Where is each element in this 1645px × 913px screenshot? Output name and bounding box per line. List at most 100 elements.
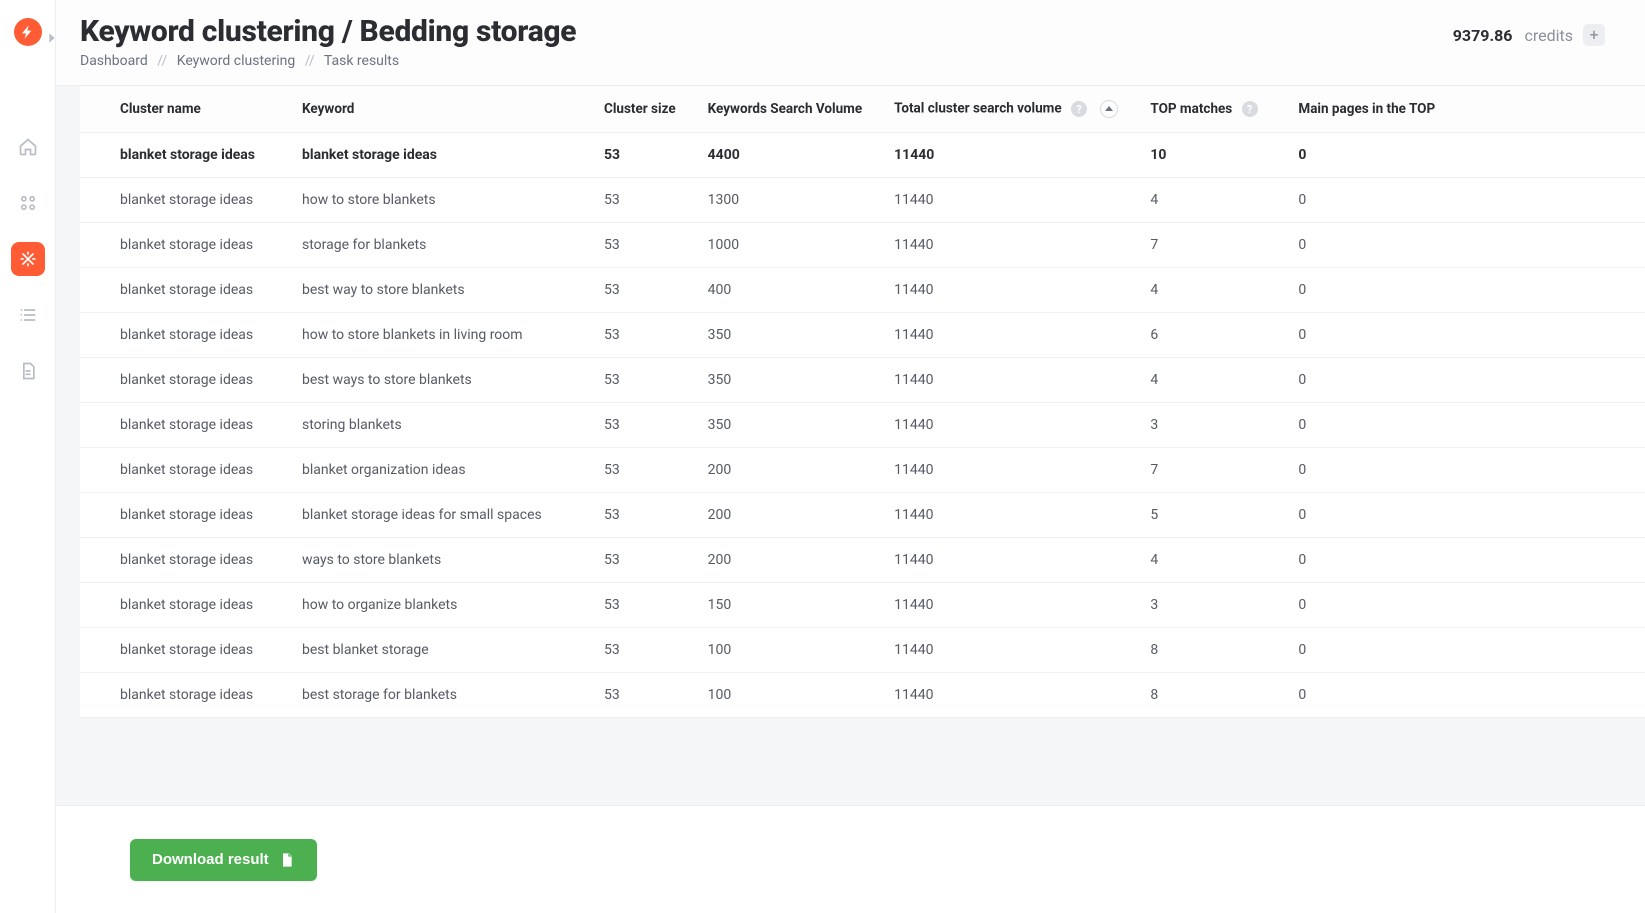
- cell-cluster-name: blanket storage ideas: [80, 268, 286, 313]
- cell-total-volume: 11440: [878, 223, 1134, 268]
- cell-total-volume: 11440: [878, 358, 1134, 403]
- credits-label: credits: [1524, 26, 1573, 45]
- cell-top-matches: 3: [1134, 403, 1282, 448]
- cell-cluster-size: 53: [588, 673, 692, 718]
- cell-main-pages: 0: [1282, 178, 1645, 223]
- list-icon: [18, 305, 38, 325]
- table-row[interactable]: blanket storage ideashow to organize bla…: [80, 583, 1645, 628]
- cell-main-pages: 0: [1282, 673, 1645, 718]
- cell-top-matches: 4: [1134, 358, 1282, 403]
- cell-ksv: 100: [692, 673, 879, 718]
- sidebar-item-doc[interactable]: [11, 354, 45, 388]
- breadcrumb: Dashboard // Keyword clustering // Task …: [80, 53, 576, 69]
- sidebar-item-list[interactable]: [11, 298, 45, 332]
- cell-top-matches: 3: [1134, 583, 1282, 628]
- cell-top-matches: 4: [1134, 178, 1282, 223]
- sidebar-item-grid[interactable]: [11, 186, 45, 220]
- cell-top-matches: 4: [1134, 268, 1282, 313]
- help-icon[interactable]: ?: [1242, 101, 1258, 117]
- cell-keyword: blanket organization ideas: [286, 448, 588, 493]
- cell-top-matches: 4: [1134, 538, 1282, 583]
- page-title: Keyword clustering / Bedding storage: [80, 14, 576, 49]
- cell-ksv: 200: [692, 538, 879, 583]
- breadcrumb-item[interactable]: Dashboard: [80, 53, 148, 69]
- cell-total-volume: 11440: [878, 313, 1134, 358]
- table-row[interactable]: blanket storage ideasways to store blank…: [80, 538, 1645, 583]
- cell-ksv: 350: [692, 313, 879, 358]
- table-row[interactable]: blanket storage ideasblanket organizatio…: [80, 448, 1645, 493]
- cell-cluster-name: blanket storage ideas: [80, 628, 286, 673]
- col-header-cluster-size[interactable]: Cluster size: [588, 86, 692, 133]
- col-header-search-volume[interactable]: Keywords Search Volume: [692, 86, 879, 133]
- home-icon: [18, 137, 38, 157]
- table-row[interactable]: blanket storage ideasblanket storage ide…: [80, 133, 1645, 178]
- col-header-main-pages[interactable]: Main pages in the TOP: [1282, 86, 1645, 133]
- cell-total-volume: 11440: [878, 538, 1134, 583]
- cell-total-volume: 11440: [878, 178, 1134, 223]
- cell-cluster-size: 53: [588, 133, 692, 178]
- cell-top-matches: 7: [1134, 223, 1282, 268]
- cell-top-matches: 10: [1134, 133, 1282, 178]
- cell-cluster-size: 53: [588, 178, 692, 223]
- cell-main-pages: 0: [1282, 313, 1645, 358]
- document-icon: [18, 361, 38, 381]
- table-row[interactable]: blanket storage ideasbest way to store b…: [80, 268, 1645, 313]
- breadcrumb-item[interactable]: Keyword clustering: [177, 53, 295, 69]
- col-header-keyword[interactable]: Keyword: [286, 86, 588, 133]
- page-header: Keyword clustering / Bedding storage Das…: [56, 0, 1645, 86]
- cell-cluster-size: 53: [588, 268, 692, 313]
- cell-cluster-name: blanket storage ideas: [80, 313, 286, 358]
- table-row[interactable]: blanket storage ideasbest storage for bl…: [80, 673, 1645, 718]
- cell-keyword: how to store blankets: [286, 178, 588, 223]
- cell-total-volume: 11440: [878, 673, 1134, 718]
- results-table: Cluster name Keyword Cluster size Keywor…: [80, 86, 1645, 718]
- cell-main-pages: 0: [1282, 403, 1645, 448]
- table-row[interactable]: blanket storage ideashow to store blanke…: [80, 178, 1645, 223]
- sidebar: [0, 0, 56, 913]
- cell-keyword: blanket storage ideas for small spaces: [286, 493, 588, 538]
- cell-cluster-name: blanket storage ideas: [80, 583, 286, 628]
- help-icon[interactable]: ?: [1071, 101, 1087, 117]
- cell-keyword: storing blankets: [286, 403, 588, 448]
- cell-total-volume: 11440: [878, 403, 1134, 448]
- table-row[interactable]: blanket storage ideasstorage for blanket…: [80, 223, 1645, 268]
- cell-ksv: 100: [692, 628, 879, 673]
- cell-keyword: how to organize blankets: [286, 583, 588, 628]
- table-row[interactable]: blanket storage ideasstoring blankets533…: [80, 403, 1645, 448]
- table-row[interactable]: blanket storage ideasblanket storage ide…: [80, 493, 1645, 538]
- breadcrumb-item[interactable]: Task results: [324, 53, 399, 69]
- cell-cluster-name: blanket storage ideas: [80, 538, 286, 583]
- cell-cluster-name: blanket storage ideas: [80, 133, 286, 178]
- cell-main-pages: 0: [1282, 493, 1645, 538]
- sidebar-item-tools[interactable]: [11, 242, 45, 276]
- results-table-container: Cluster name Keyword Cluster size Keywor…: [56, 86, 1645, 913]
- cell-total-volume: 11440: [878, 583, 1134, 628]
- download-result-button[interactable]: Download result: [130, 839, 317, 881]
- sort-asc-icon[interactable]: [1100, 100, 1118, 118]
- cell-cluster-size: 53: [588, 583, 692, 628]
- cell-cluster-size: 53: [588, 358, 692, 403]
- cell-keyword: best way to store blankets: [286, 268, 588, 313]
- add-credits-button[interactable]: +: [1583, 24, 1605, 46]
- tools-icon: [18, 249, 38, 269]
- cell-keyword: ways to store blankets: [286, 538, 588, 583]
- cell-keyword: storage for blankets: [286, 223, 588, 268]
- cell-keyword: blanket storage ideas: [286, 133, 588, 178]
- download-button-label: Download result: [152, 851, 269, 868]
- cell-cluster-name: blanket storage ideas: [80, 673, 286, 718]
- table-body: blanket storage ideasblanket storage ide…: [80, 133, 1645, 718]
- cell-main-pages: 0: [1282, 268, 1645, 313]
- table-row[interactable]: blanket storage ideashow to store blanke…: [80, 313, 1645, 358]
- sidebar-item-home[interactable]: [11, 130, 45, 164]
- cell-total-volume: 11440: [878, 493, 1134, 538]
- col-header-top-matches[interactable]: TOP matches ?: [1134, 86, 1282, 133]
- cell-top-matches: 8: [1134, 628, 1282, 673]
- cell-main-pages: 0: [1282, 583, 1645, 628]
- cell-cluster-name: blanket storage ideas: [80, 223, 286, 268]
- table-row[interactable]: blanket storage ideasbest ways to store …: [80, 358, 1645, 403]
- col-header-cluster-name[interactable]: Cluster name: [80, 86, 286, 133]
- app-logo[interactable]: [14, 18, 42, 46]
- col-header-total-volume[interactable]: Total cluster search volume ?: [878, 86, 1134, 133]
- table-row[interactable]: blanket storage ideasbest blanket storag…: [80, 628, 1645, 673]
- cell-cluster-size: 53: [588, 538, 692, 583]
